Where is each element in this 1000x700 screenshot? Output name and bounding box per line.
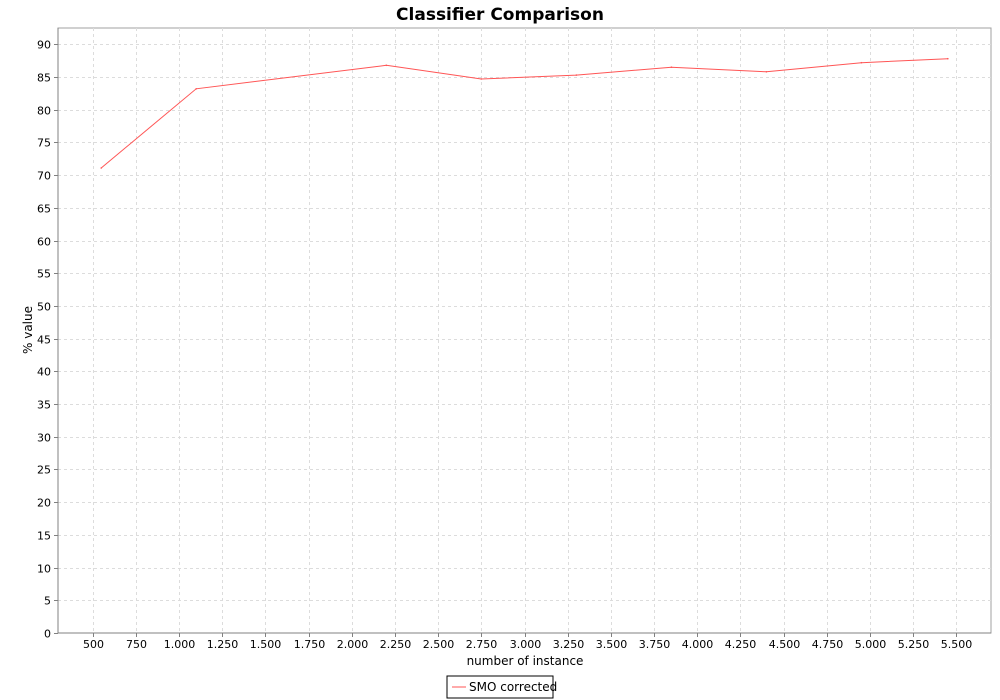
y-axis-label: % value bbox=[21, 306, 35, 354]
x-tick-label: 4.500 bbox=[769, 638, 801, 651]
data-point bbox=[670, 66, 673, 68]
x-tick-label: 3.250 bbox=[553, 638, 585, 651]
x-tick-label: 1.250 bbox=[207, 638, 239, 651]
x-tick-label: 3.000 bbox=[510, 638, 542, 651]
data-point bbox=[765, 71, 768, 73]
data-point bbox=[575, 74, 578, 76]
x-tick-label: 2.000 bbox=[337, 638, 369, 651]
data-point bbox=[195, 88, 197, 90]
x-tick-label: 3.750 bbox=[639, 638, 671, 651]
y-tick-label: 15 bbox=[37, 530, 51, 543]
x-tick-label: 750 bbox=[126, 638, 147, 651]
x-tick-label: 1.000 bbox=[164, 638, 196, 651]
y-tick-label: 25 bbox=[37, 464, 51, 477]
x-tick-label: 5.500 bbox=[941, 638, 973, 651]
y-tick-label: 5 bbox=[44, 595, 51, 608]
y-tick-label: 45 bbox=[37, 334, 51, 347]
y-tick-label: 35 bbox=[37, 399, 51, 412]
y-tick-label: 30 bbox=[37, 432, 51, 445]
x-axis-label: number of instance bbox=[467, 654, 584, 668]
legend: SMO corrected bbox=[446, 675, 557, 699]
legend-box bbox=[446, 675, 554, 699]
y-tick-label: 55 bbox=[37, 268, 51, 281]
x-tick-label: 5.250 bbox=[898, 638, 930, 651]
x-tick-label: 1.750 bbox=[294, 638, 326, 651]
chart-title: Classifier Comparison bbox=[396, 5, 604, 25]
legend-label-smo-corrected: SMO corrected bbox=[469, 680, 557, 694]
grid-lines bbox=[58, 28, 991, 633]
y-tick-label: 80 bbox=[37, 105, 51, 118]
y-tick-label: 50 bbox=[37, 301, 51, 314]
x-tick-label: 2.750 bbox=[466, 638, 498, 651]
plot-area bbox=[57, 27, 992, 634]
axes bbox=[57, 28, 991, 634]
x-tick-label: 2.250 bbox=[380, 638, 412, 651]
y-tick-label: 10 bbox=[37, 563, 51, 576]
x-tick-label: 500 bbox=[83, 638, 104, 651]
y-tick-label: 75 bbox=[37, 137, 51, 150]
y-tick-label: 85 bbox=[37, 72, 51, 85]
x-tick-label: 4.750 bbox=[812, 638, 844, 651]
data-point bbox=[480, 78, 483, 80]
x-axis-ticks: 500 750 1.000 1.250 1.500 1.750 2.000 2.250 2.50… bbox=[83, 633, 972, 651]
data-point bbox=[100, 167, 102, 169]
data-point bbox=[385, 64, 388, 67]
y-tick-label: 0 bbox=[44, 628, 51, 641]
x-tick-label: 4.250 bbox=[725, 638, 757, 651]
y-tick-label: 90 bbox=[37, 39, 51, 52]
y-axis-ticks: 0 5 10 15 20 25 30 35 40 45 50 55 60 65 70 75 80 85 90 bbox=[37, 39, 58, 641]
y-tick-label: 40 bbox=[37, 366, 51, 379]
x-tick-label: 3.500 bbox=[596, 638, 628, 651]
y-tick-label: 60 bbox=[37, 236, 51, 249]
y-tick-label: 20 bbox=[37, 497, 51, 510]
x-tick-label: 5.000 bbox=[855, 638, 887, 651]
data-point bbox=[947, 57, 949, 60]
x-tick-label: 4.000 bbox=[682, 638, 714, 651]
x-tick-label: 1.500 bbox=[250, 638, 282, 651]
x-tick-label: 2.500 bbox=[423, 638, 455, 651]
series-layer bbox=[100, 57, 949, 169]
y-tick-label: 70 bbox=[37, 170, 51, 183]
y-tick-label: 65 bbox=[37, 203, 51, 216]
data-point bbox=[860, 61, 863, 64]
